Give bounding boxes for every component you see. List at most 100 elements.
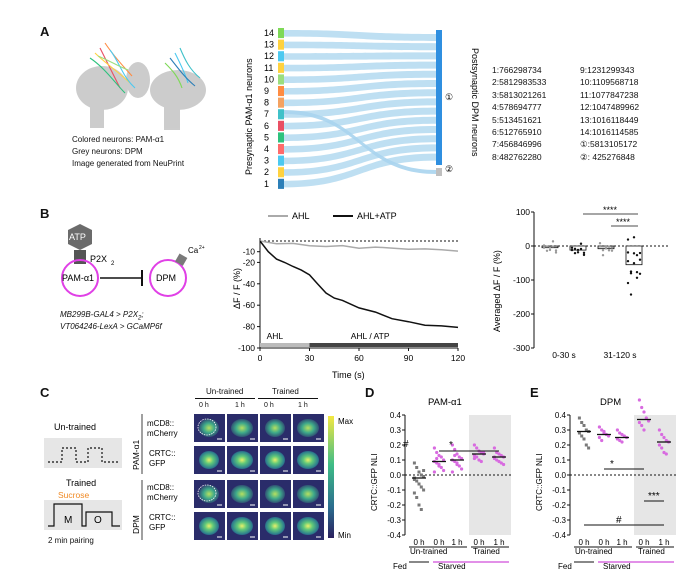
scatter-y-tick-label: 0.3 [555,426,567,435]
trace-series-0 [259,240,459,252]
panel-e-letter: E [530,385,539,400]
pam-neuron-bar [278,51,284,62]
trace-chart: AHL AHL+ATP ΔF / F (%) -10-20 -40 -60 -80 -1… [232,211,465,380]
pam-chart-title: PAM-α1 [428,397,462,408]
bar-point [576,251,580,254]
bar-ylabel: Averaged ΔF / F (%) [492,250,502,332]
pam-neuron-bar [278,155,284,166]
scatter-point-starved [622,434,626,438]
sankey-flow [284,107,436,130]
micro-cell [297,517,319,535]
scatter-point-starved [642,410,646,414]
col-untrained: Un-trained [206,387,244,396]
pam-neuron-bar [278,39,284,50]
group-untrained-d: Un-trained [410,547,447,556]
scatter-point-starved [600,438,604,443]
legend-ahl: AHL [292,211,310,221]
scatter-point-starved [482,450,486,455]
bar-point [626,238,630,241]
ca-label: Ca [188,246,199,255]
scatter-point-starved [647,419,651,423]
scatter-point-starved [492,446,496,450]
scatter-point-fed [417,503,421,507]
neuron-id: 8:482762280 [492,151,542,162]
genotype-line-1: MB299B-GAL4 > P2X2; [60,310,144,322]
scatter-point-fed [415,479,419,483]
scatter-point-starved [453,447,457,452]
scatter-point-starved [453,459,457,464]
trace-xlabel: Time (s) [332,370,365,380]
scatter-point-starved [455,452,459,456]
pam-id-label: 10 [264,74,274,84]
bar-point [551,245,555,248]
row-mcd8-b-1: mCherry [147,429,178,438]
gcamp-icon [175,253,188,266]
micro-outline [197,484,217,502]
ahl-bar [260,343,310,347]
micro-cell [199,451,219,469]
scatter-point-starved [620,440,624,444]
group-fed-d: Fed [393,562,407,571]
neuron-render-image [76,42,206,130]
row-crtc-a-2: CRTC:: [149,513,176,522]
scatter-x-tick-label: 1 h [451,538,462,547]
ahl-atp-bar [309,343,458,347]
neuron-id: 10:1109568718 [580,77,639,88]
scatter-point-starved [442,468,446,473]
scatter-point-fed [412,478,416,481]
sig-hash-e: # [616,515,622,526]
sankey-flow [284,126,436,153]
scatter-point-starved [472,443,476,447]
scatter-point-starved [620,432,624,437]
ca-sup: 2+ [199,245,205,251]
scatter-point-starved [457,464,461,468]
neuron-id: 2:5812983533 [492,77,547,88]
scatter-point-starved [435,461,439,465]
scale-max: Max [338,417,353,426]
dpm-id-1: ② [445,164,453,174]
trace-y-tick-label: -20 [243,257,256,267]
bar-point [604,245,608,248]
scatter-point-starved [664,452,668,456]
p2x2-receptor-icon [74,250,86,264]
panel-a-letter: A [40,24,50,39]
scatter-point-starved [497,452,501,456]
pam-scatter-chart: PAM-α1 CRTC::GFP NLI 0.40.30.20.10.0-0.1… [370,397,511,571]
micro-cell [199,517,219,535]
trace-x-tick-label: 120 [451,353,465,363]
bar-y-tick-label: -300 [513,343,530,353]
neuron-id: 1:766298734 [492,65,542,75]
bar-point [638,258,642,261]
trace-x-tick-label: 30 [305,353,315,363]
scatter-point-starved [640,405,644,410]
bar-point [635,270,639,274]
scatter-point-fed [582,424,586,427]
sankey-flow [284,61,436,72]
micro-cell [297,451,319,469]
scatter-x-tick-label: 1 h [493,538,504,547]
scatter-y-tick-label: 0.1 [555,456,567,465]
scatter-point-fed [422,469,426,472]
scatter-point-starved [618,431,622,435]
bar-x-tick-label: 0-30 s [552,350,576,360]
scatter-y-tick-label: 0.2 [390,441,402,450]
scatter-point-starved [618,438,622,443]
scatter-point-fed [422,475,426,478]
bar-1-1 [625,245,643,266]
p2x2-sub: 2 [111,261,115,267]
pam-id-label: 8 [264,98,269,108]
neuron-id-list-1: 1:766298734 2:5812983533 3:5813021261 4:… [492,64,546,163]
bar-point [638,251,642,255]
scatter-point-starved [660,432,664,437]
scatter-point-starved [437,462,441,467]
scatter-x-tick-label: 0 h [638,538,649,547]
micro-outline [197,418,217,436]
scatter-point-starved [602,429,606,434]
scatter-point-fed [412,461,416,465]
group-starved-d: Starved [438,562,466,571]
trace-ylabel: ΔF / F (%) [232,268,242,309]
atp-label: ATP [69,232,86,242]
neuron-id: 11:1077847238 [580,89,639,100]
neuron-id: 4:578694777 [492,102,542,113]
trace-y-tick-label: -60 [243,300,256,310]
